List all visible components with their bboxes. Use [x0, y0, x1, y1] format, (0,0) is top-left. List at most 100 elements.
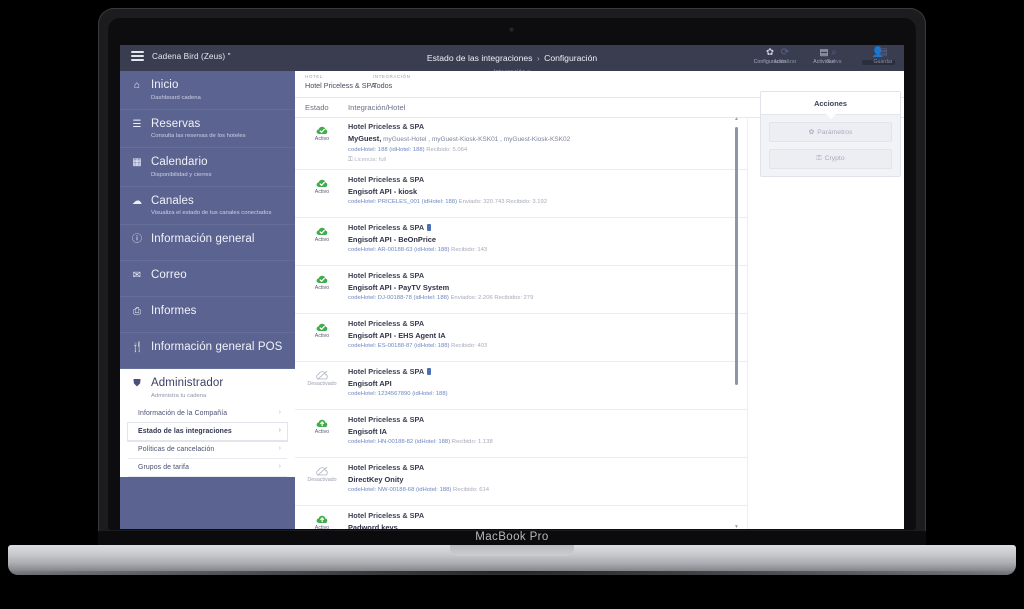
filter-hotel[interactable]: HOTEL Hotel Priceless & SPA	[305, 74, 376, 90]
chevron-right-icon: ›	[278, 426, 281, 434]
home-icon: ⌂	[133, 80, 141, 91]
row-body: Hotel Priceless & SPA Engisoft API - EHS …	[348, 319, 741, 351]
row-integration-name: Engisoft API - kiosk	[348, 187, 418, 196]
hamburger-icon[interactable]	[131, 51, 144, 62]
row-hotel-name: Hotel Priceless & SPA	[348, 122, 425, 131]
row-integration: Padword keys	[348, 522, 735, 529]
row-code-hotel: codeHotel: HN-00188-82 (idHotel: 188)	[348, 439, 451, 445]
row-integration-name: Engisoft API - PayTV System	[348, 283, 450, 292]
activity-button[interactable]: ▤ Actividad	[804, 47, 844, 65]
table-row[interactable]: Activo Hotel Priceless & SPA Engisoft API …	[295, 314, 747, 362]
filter-hotel-label: HOTEL	[305, 74, 323, 79]
status-label: Activo	[314, 525, 330, 529]
actualizar-button[interactable]: ⟳ Actualizar	[768, 47, 802, 65]
row-body: Hotel Priceless & SPA Engisoft API - PayT…	[348, 271, 741, 303]
table-row[interactable]: Activo Hotel Priceless & SPA MyGuest, myGu…	[295, 117, 747, 170]
sidebar-item-reservas[interactable]: ☰ Reservas Consulta las reservas de los …	[120, 110, 295, 148]
parametros-button[interactable]: ✿ Parámetros	[769, 122, 892, 142]
chevron-right-icon: ›	[278, 444, 281, 452]
settings-button[interactable]: ✿ Configuración	[750, 47, 790, 65]
row-hotel-name: Hotel Priceless & SPA	[348, 415, 425, 424]
sidebar-item-calendario[interactable]: ▦ Calendario Disponibilidad y cierres	[120, 148, 295, 187]
row-stats: Enviado: 320.743 Recibido: 3.192	[457, 199, 548, 205]
status-badge: Activo	[303, 416, 341, 435]
webcam-icon	[509, 27, 514, 32]
table-row[interactable]: Desactivado Hotel Priceless & SPA DirectKe…	[295, 458, 747, 506]
actualizar-label: Actualizar	[773, 59, 797, 65]
row-meta: codeHotel: ES-00188-87 (idHotel: 188) Re…	[348, 342, 735, 351]
scroll-up-icon[interactable]: ▲	[734, 116, 739, 122]
sidebar-item-inicio[interactable]: ⌂ Inicio Dashboard cadena	[120, 71, 295, 110]
status-label: Activo	[314, 237, 330, 243]
sidebar-item-informes[interactable]: ⎙ Informes	[120, 297, 295, 333]
filter-integracion[interactable]: INTEGRACIÓN Todos	[373, 74, 410, 90]
filter-hotel-value[interactable]: Hotel Priceless & SPA	[305, 81, 376, 90]
chain-title[interactable]: Cadena Bird (Zeus) "	[152, 52, 231, 61]
sidebar-item-informacion-general[interactable]: ⓘ Información general	[120, 225, 295, 261]
row-integration: MyGuest, myGuest-Hotel , myGuest-Kiosk-K…	[348, 133, 735, 145]
row-hotel: Hotel Priceless & SPA	[348, 271, 735, 281]
scroll-down-icon[interactable]: ▼	[734, 524, 739, 529]
row-license-label: Licencia: full	[354, 157, 387, 163]
status-label: Desactivado	[307, 477, 337, 483]
sidebar-subitem-estado-integraciones[interactable]: Estado de las integraciones ›	[128, 422, 287, 441]
sidebar-item-informacion-general-pos[interactable]: 🍴 Información general POS	[120, 333, 295, 369]
row-integration-name: Engisoft IA	[348, 427, 388, 436]
main-content: HOTEL Hotel Priceless & SPA INTEGRACIÓN …	[295, 47, 904, 529]
list-scrollbar[interactable]: ▲ ▼	[732, 116, 741, 529]
laptop-notch	[98, 531, 926, 545]
scrollbar-thumb[interactable]	[734, 127, 738, 385]
sidebar-item-label: Inicio	[151, 79, 179, 91]
refresh-icon: ⟳	[780, 47, 790, 58]
sidebar-subitem-informacion-compania[interactable]: Información de la Compañía ›	[128, 405, 287, 423]
table-row[interactable]: Activo Hotel Priceless & SPA Engisoft API …	[295, 266, 747, 314]
sidebar-item-canales[interactable]: ☁ Canales Visualiza el estado de tus can…	[120, 187, 295, 225]
content-divider	[747, 117, 748, 529]
activity-label: Actividad	[813, 59, 835, 65]
guardar-button[interactable]: ▤ Guardar	[866, 47, 900, 65]
sidebar-subitem-grupos-tarifa[interactable]: Grupos de tarifa ›	[128, 459, 287, 477]
cloud-check-icon	[315, 224, 330, 235]
sidebar-item-label: Reservas	[151, 117, 201, 130]
table-row[interactable]: Activo Hotel Priceless & SPA Engisoft API …	[295, 170, 747, 218]
nueva-label: Nueva	[826, 59, 842, 65]
status-badge: Activo	[303, 123, 341, 142]
row-body: Hotel Priceless & SPA Engisoft API codeHot…	[348, 367, 741, 399]
row-code-hotel: codeHotel: NW-00188-68 (idHotel: 188)	[348, 487, 452, 493]
sidebar-subitem-politicas-cancelacion[interactable]: Políticas de cancelación ›	[128, 441, 287, 459]
calendar-icon: ▦	[132, 157, 142, 168]
status-badge: Desactivado	[303, 368, 341, 387]
sidebar-subitem-label: Estado de las integraciones	[138, 427, 232, 435]
status-badge: Activo	[303, 272, 341, 291]
row-integration-name: Engisoft API	[348, 379, 392, 388]
nueva-button[interactable]: ⌕ Nueva	[817, 47, 851, 65]
status-label: Activo	[314, 285, 330, 291]
crypto-label: Crypto	[824, 155, 845, 162]
sidebar-item-administrador[interactable]: ⛊ Administrador Administra tu cadena	[120, 369, 295, 404]
user-menu[interactable]: 👤	[858, 47, 898, 65]
cloud-off-icon	[315, 464, 330, 476]
sidebar-item-correo[interactable]: ✉ Correo	[120, 261, 295, 297]
table-row[interactable]: Activo Hotel Priceless & SPA Engisoft API …	[295, 218, 747, 266]
laptop-shadow	[0, 571, 1024, 587]
status-label: Activo	[314, 429, 330, 435]
table-row[interactable]: Activo Hotel Priceless & SPA Engisoft IA co…	[295, 410, 747, 458]
sidebar-subitem-label: Grupos de tarifa	[138, 463, 190, 471]
table-row[interactable]: Desactivado Hotel Priceless & SPA Engisoft…	[295, 362, 747, 410]
row-hotel-name: Hotel Priceless & SPA	[348, 463, 425, 472]
filter-integracion-value[interactable]: Todos	[373, 81, 393, 90]
row-integration: Engisoft API	[348, 378, 735, 389]
row-hotel: Hotel Priceless & SPA	[348, 319, 735, 329]
guardar-label: Guardar	[873, 59, 893, 65]
row-integration: Engisoft API - BeOnPrice	[348, 234, 735, 245]
crypto-button[interactable]: ⚿ Crypto	[769, 149, 892, 169]
sidebar-item-label: Canales	[151, 194, 194, 207]
actions-panel: Acciones ✿ Parámetros ⚿ Crypto	[760, 91, 901, 177]
mail-icon: ✉	[132, 270, 142, 281]
status-label: Desactivado	[307, 381, 337, 387]
sidebar-item-desc: Consulta las reservas de los hoteles	[151, 133, 246, 139]
row-stats: Enviados: 2.206 Recibidos: 279	[448, 295, 534, 301]
integration-list[interactable]: Activo Hotel Priceless & SPA MyGuest, myGu…	[295, 117, 747, 529]
breadcrumb-parent[interactable]: Estado de las integraciones	[426, 53, 533, 63]
